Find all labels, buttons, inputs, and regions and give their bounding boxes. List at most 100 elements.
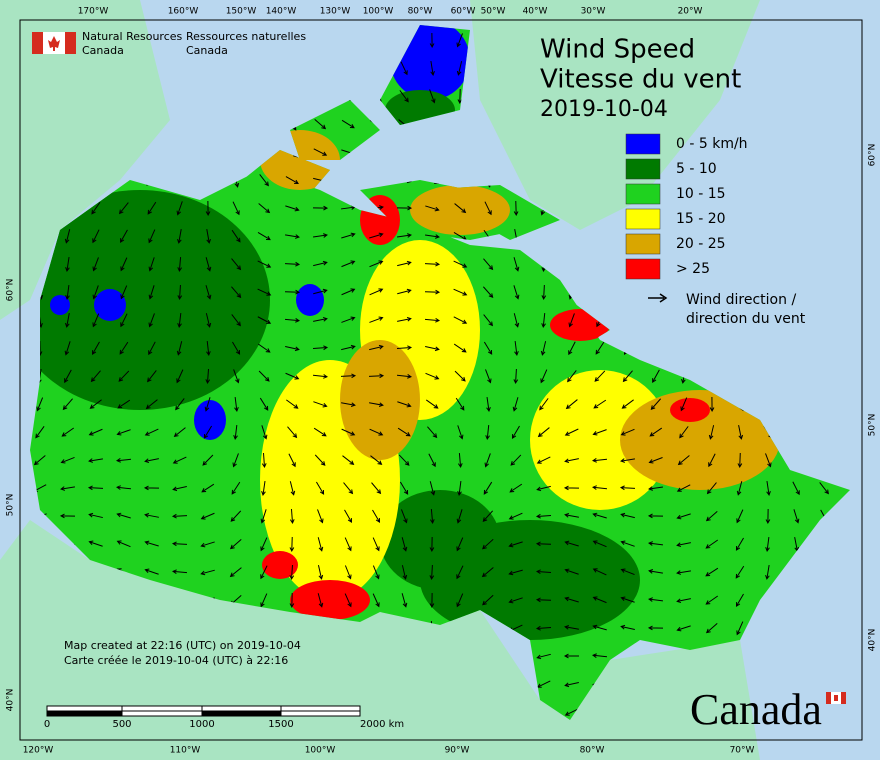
wind-arrow bbox=[231, 481, 241, 495]
wind-arrow bbox=[143, 485, 160, 491]
wind-arrow bbox=[396, 205, 413, 211]
wind-arrow bbox=[176, 369, 184, 384]
wind-arrow bbox=[536, 653, 551, 660]
wind-arrow bbox=[144, 428, 159, 436]
wind-arrow bbox=[508, 541, 523, 548]
wind-arrow bbox=[568, 313, 575, 328]
wind-arrow bbox=[511, 425, 520, 439]
wind-arrow bbox=[453, 288, 468, 296]
wind-arrow bbox=[676, 484, 691, 492]
legend-label: 0 - 5 km/h bbox=[676, 136, 748, 152]
longitude-label: 130°W bbox=[320, 7, 351, 17]
wind-arrow bbox=[513, 285, 520, 300]
wind-arrow bbox=[257, 260, 272, 268]
wind-arrow bbox=[425, 399, 439, 409]
wind-arrow bbox=[202, 454, 214, 466]
wind-arrow bbox=[173, 427, 186, 438]
wind-arrow bbox=[88, 458, 103, 463]
wind-arrow bbox=[285, 176, 299, 185]
agency-en: Natural Resources bbox=[82, 30, 183, 43]
wind-arrow bbox=[513, 200, 519, 217]
wind-arrow bbox=[369, 428, 384, 436]
wind-arrow bbox=[285, 372, 300, 380]
wind-arrow bbox=[341, 402, 356, 407]
wind-arrow bbox=[257, 231, 271, 241]
scale-segment bbox=[201, 710, 282, 717]
wind-arrow bbox=[145, 399, 158, 410]
wind-arrow bbox=[706, 482, 717, 495]
scale-segment bbox=[280, 705, 361, 712]
wind-arrow bbox=[539, 398, 549, 411]
wind-arrow bbox=[565, 399, 578, 410]
alaska bbox=[0, 0, 170, 320]
field-patch bbox=[194, 400, 226, 440]
scale-bar: 0 500 1000 1500 2000 km bbox=[44, 705, 404, 730]
wind-arrow bbox=[765, 565, 770, 580]
wind-arrow bbox=[233, 369, 240, 384]
wind-arrow bbox=[344, 565, 352, 580]
wind-arrow bbox=[317, 565, 324, 580]
wind-arrow bbox=[177, 312, 182, 328]
wind-arrow bbox=[397, 233, 412, 238]
field-patch bbox=[670, 398, 710, 422]
maple-leaf bbox=[834, 695, 838, 701]
scale-segment bbox=[280, 710, 361, 717]
wind-arrow bbox=[509, 483, 523, 493]
wind-arrow bbox=[144, 512, 159, 518]
legend-label: 15 - 20 bbox=[676, 211, 726, 227]
wind-arrow bbox=[428, 453, 436, 468]
longitude-label: 140°W bbox=[266, 7, 297, 17]
longitude-label: 160°W bbox=[168, 7, 199, 17]
wind-arrow bbox=[396, 345, 413, 351]
wind-arrow bbox=[591, 653, 608, 658]
wind-arrow bbox=[481, 567, 494, 578]
wind-arrow bbox=[116, 512, 131, 519]
wind-arrow bbox=[232, 341, 241, 355]
wind-arrow bbox=[535, 625, 552, 631]
title-en: Wind Speed bbox=[540, 35, 695, 65]
wind-arrow bbox=[619, 485, 636, 491]
wind-arrow bbox=[284, 289, 301, 295]
wind-arrow bbox=[258, 203, 271, 214]
wind-arrow bbox=[735, 565, 745, 579]
wind-arrow bbox=[568, 341, 576, 356]
wind-arrow bbox=[541, 312, 546, 328]
wind-arrow bbox=[175, 398, 185, 411]
latitude-label: 60°N bbox=[6, 279, 16, 302]
wind-arrow bbox=[231, 229, 241, 243]
wind-arrow bbox=[792, 481, 800, 496]
longitude-label: 20°W bbox=[678, 7, 703, 17]
wind-arrow bbox=[425, 234, 440, 239]
wind-arrow bbox=[369, 232, 384, 239]
wind-arrow bbox=[344, 509, 353, 523]
longitude-label: 120°W bbox=[23, 746, 54, 756]
wind-arrow bbox=[397, 288, 412, 295]
wind-arrow bbox=[369, 402, 384, 407]
wind-arrow bbox=[396, 374, 412, 379]
title-fr: Vitesse du vent bbox=[540, 65, 741, 95]
wind-arrow bbox=[62, 398, 73, 411]
agency-fr: Canada bbox=[186, 44, 228, 57]
wind-arrow bbox=[287, 426, 298, 439]
wind-arrow bbox=[60, 486, 75, 491]
wind-arrow bbox=[676, 598, 691, 604]
wind-arrow bbox=[88, 428, 103, 436]
wind-arrow bbox=[231, 258, 242, 271]
wind-arrow bbox=[736, 481, 743, 496]
legend-swatch bbox=[625, 208, 661, 230]
wind-arrow bbox=[118, 370, 130, 382]
wind-arrow bbox=[258, 370, 270, 382]
wind-arrow bbox=[620, 596, 635, 603]
wind-arrow bbox=[399, 90, 409, 103]
wind-arrow bbox=[483, 314, 494, 327]
wind-arrow bbox=[313, 316, 328, 322]
wind-arrow bbox=[401, 565, 408, 580]
latitude-label: 40°N bbox=[6, 689, 16, 712]
wind-arrow bbox=[91, 201, 101, 215]
wind-arrow bbox=[260, 565, 268, 580]
maple-leaf bbox=[48, 36, 60, 51]
wind-arrow bbox=[88, 540, 103, 547]
wind-arrow bbox=[147, 201, 157, 215]
greenland bbox=[470, 0, 760, 230]
wind-arrow bbox=[312, 233, 328, 238]
